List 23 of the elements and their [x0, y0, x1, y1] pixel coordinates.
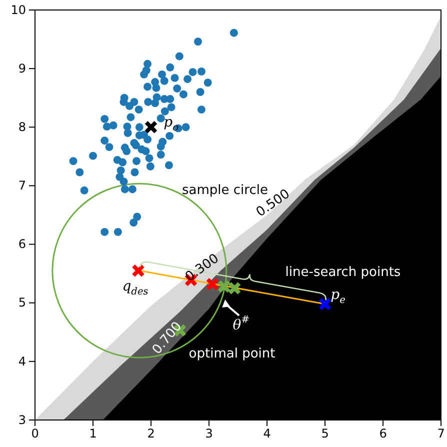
x-tick-label: 6: [379, 426, 387, 441]
annotation: optimal point: [188, 346, 276, 361]
annotation: line-search points: [285, 264, 401, 280]
point: [144, 120, 158, 134]
y-tick-label: 3: [18, 412, 26, 427]
x-tick-label: 2: [147, 426, 155, 441]
y-tick-label: 7: [18, 178, 26, 193]
y-tick-label: 10: [10, 2, 26, 17]
x-tick-label: 0: [31, 426, 39, 441]
x-tick-label: 7: [437, 426, 445, 441]
x-tick-label: 4: [263, 426, 271, 441]
annotation: θ$^{#}$: [232, 314, 250, 334]
x-tick-label: 1: [89, 426, 97, 441]
x-tick-label: 3: [205, 426, 213, 441]
y-tick-label: 6: [18, 237, 26, 252]
y-tick-label: 4: [18, 354, 26, 368]
y-tick-label: 9: [18, 61, 26, 76]
annotation: p$_{e}$: [330, 286, 346, 306]
point: [132, 264, 145, 278]
x-tick-label: 5: [321, 426, 329, 441]
annotation: q$_{des}$: [122, 278, 148, 298]
y-tick-label: 8: [18, 120, 26, 134]
y-tick-label: 5: [18, 296, 26, 310]
